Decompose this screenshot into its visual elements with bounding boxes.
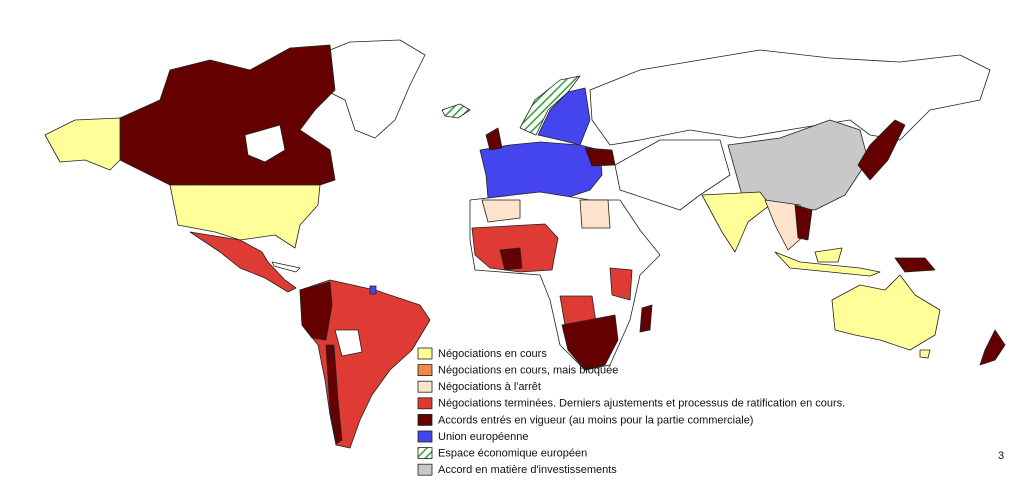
legend-swatch [417, 364, 433, 377]
eu [479, 141, 603, 201]
papua [894, 257, 936, 273]
iceland [441, 103, 471, 119]
indochina [764, 199, 806, 251]
legend-swatch [417, 347, 433, 360]
vietnam [794, 204, 813, 241]
chile [325, 344, 343, 445]
canada [119, 44, 336, 187]
maghreb [481, 199, 521, 223]
alaska [44, 117, 121, 171]
legend-label: Négociations à l'arrêt [438, 381, 541, 393]
page-number: 3 [998, 450, 1004, 462]
tasmania [919, 349, 931, 359]
legend-label: Négociations en cours [438, 348, 547, 360]
legend-label: Accords entrés en vigueur (au moins pour… [438, 414, 753, 426]
legend-swatch [417, 447, 433, 460]
malaysia [814, 247, 843, 263]
norway [519, 75, 581, 136]
legend-label: Accord en matière d'investissements [438, 464, 617, 476]
central-asia [614, 139, 731, 211]
bolivia [334, 329, 363, 357]
legend-label: Négociations en cours, mais bloquée [438, 365, 618, 377]
map-shapes [44, 39, 1006, 449]
legend-swatch [417, 397, 433, 410]
legend-label: Union européenne [438, 431, 529, 443]
australia [831, 274, 941, 351]
legend-swatch [417, 380, 433, 393]
uk [485, 127, 503, 151]
legend-label: Espace économique européen [438, 448, 587, 460]
libya-egypt [579, 199, 611, 229]
india [701, 191, 771, 253]
legend-swatch [417, 430, 433, 443]
indonesia [774, 251, 881, 277]
hudson-bay [244, 124, 286, 163]
west-africa-core [499, 247, 523, 271]
new-zealand [979, 329, 1006, 366]
sweden-finland [537, 87, 591, 146]
korea-japan [857, 119, 906, 181]
east-africa [609, 267, 633, 301]
andean [299, 281, 333, 341]
southern-africa [561, 314, 619, 371]
legend-swatch [417, 463, 433, 476]
west-africa [471, 223, 559, 273]
legend: Négociations en cours Négociations en cou… [417, 347, 845, 476]
usa [169, 184, 321, 249]
guyane [369, 285, 377, 295]
cuba [271, 261, 301, 273]
legend-swatch [417, 413, 433, 426]
madagascar [639, 304, 653, 333]
russia [589, 49, 991, 146]
legend-label: Négociations terminées. Derniers ajustem… [438, 398, 845, 410]
mexico [189, 231, 297, 293]
